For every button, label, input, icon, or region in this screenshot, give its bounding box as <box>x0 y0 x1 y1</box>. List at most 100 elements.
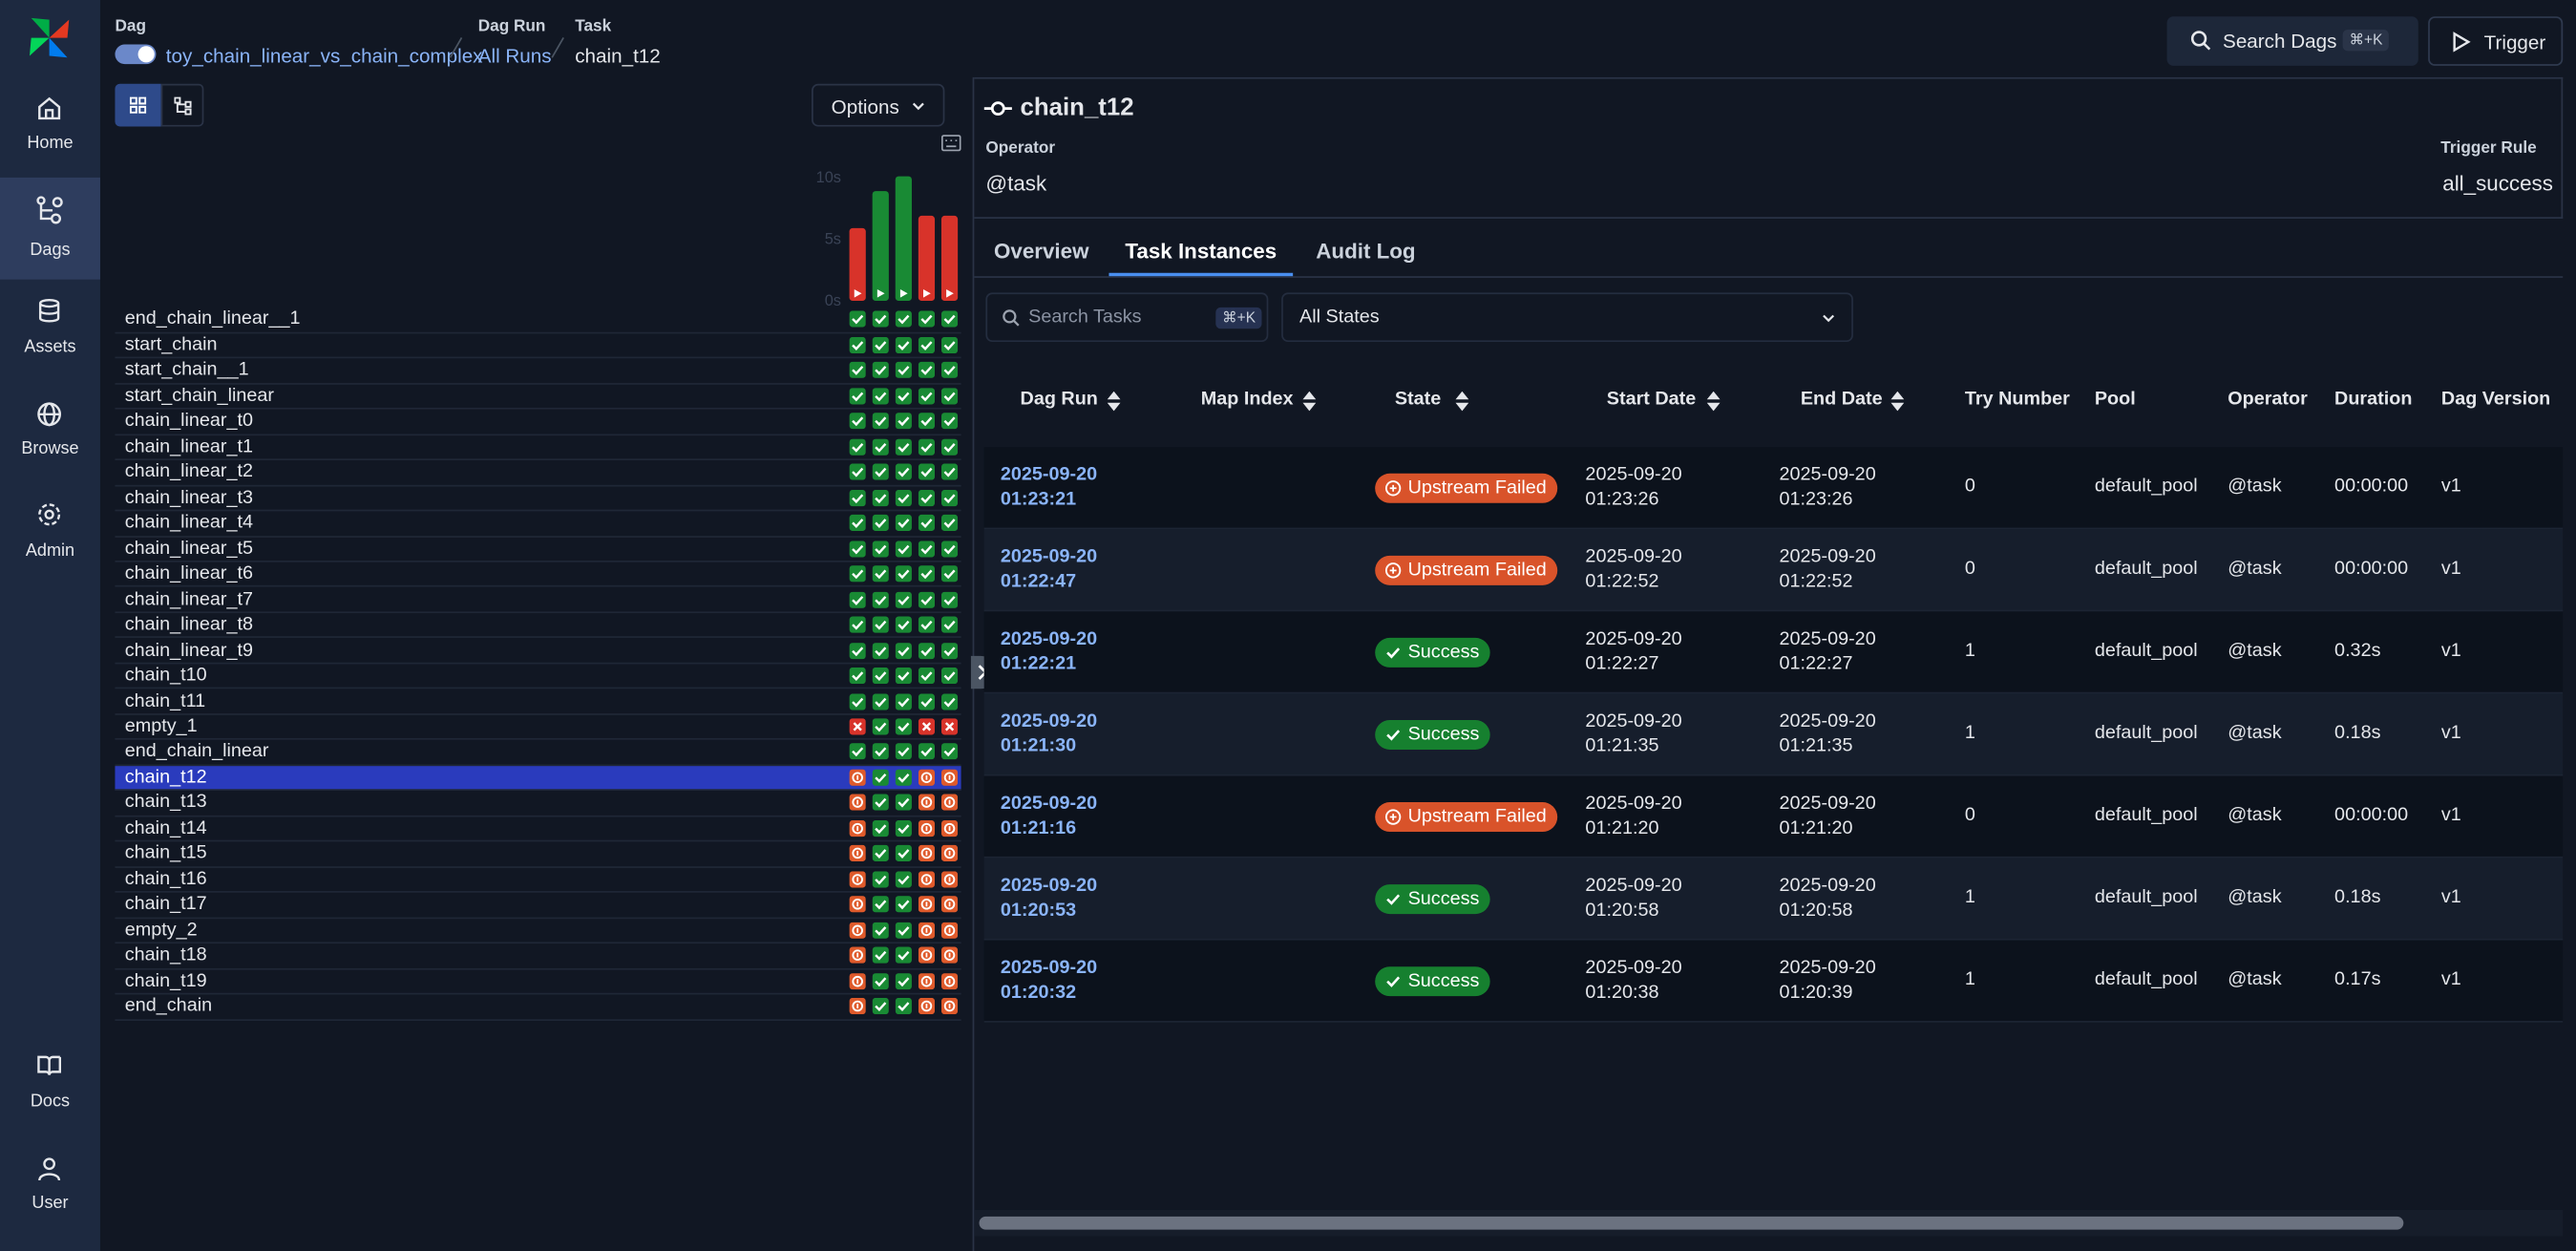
task-instance-cell[interactable] <box>895 438 912 456</box>
task-instance-cell[interactable] <box>895 489 912 506</box>
task-instance-cell[interactable] <box>918 438 936 456</box>
user-icon[interactable] <box>36 1156 63 1182</box>
dags-icon[interactable] <box>34 196 64 225</box>
nav-label[interactable]: Home <box>27 133 74 154</box>
task-instance-cell[interactable] <box>849 413 866 430</box>
task-instance-cell[interactable] <box>940 998 959 1015</box>
task-instance-cell[interactable] <box>918 743 936 761</box>
task-row[interactable]: chain_linear_t5 <box>115 537 961 562</box>
task-instance-cell[interactable] <box>895 463 912 480</box>
sort-icon[interactable] <box>1890 391 1905 412</box>
task-instance-cell[interactable] <box>918 998 936 1015</box>
task-instance-cell[interactable] <box>849 667 866 685</box>
task-instance-cell[interactable] <box>918 769 936 786</box>
task-instance-cell[interactable] <box>918 795 936 812</box>
task-instance-cell[interactable] <box>918 871 936 888</box>
task-instance-cell[interactable] <box>918 922 936 939</box>
task-instance-cell[interactable] <box>872 769 889 786</box>
task-instance-cell[interactable] <box>895 336 912 353</box>
task-row[interactable]: start_chain_linear <box>115 384 961 410</box>
task-instance-cell[interactable] <box>872 972 889 989</box>
task-instance-cell[interactable] <box>872 692 889 710</box>
task-instance-cell[interactable] <box>895 845 912 862</box>
task-instance-cell[interactable] <box>940 667 959 685</box>
task-instance-cell[interactable] <box>918 642 936 659</box>
task-instance-cell[interactable] <box>872 718 889 735</box>
task-instance-cell[interactable] <box>895 769 912 786</box>
task-instance-cell[interactable] <box>918 947 936 965</box>
task-row[interactable]: chain_linear_t4 <box>115 512 961 538</box>
task-instance-cell[interactable] <box>872 998 889 1015</box>
admin-icon[interactable] <box>36 501 63 528</box>
task-instance-cell[interactable] <box>849 310 866 329</box>
task-instance-cell[interactable] <box>940 590 959 608</box>
task-row[interactable]: chain_linear_t3 <box>115 486 961 512</box>
task-instance-cell[interactable] <box>872 642 889 659</box>
task-instance-cell[interactable] <box>895 692 912 710</box>
task-instance-cell[interactable] <box>849 871 866 888</box>
task-instance-cell[interactable] <box>872 947 889 965</box>
task-row[interactable]: end_chain_linear__1 <box>115 307 961 333</box>
task-instance-cell[interactable] <box>918 896 936 913</box>
task-instance-cell[interactable] <box>940 336 959 353</box>
graph-view-button[interactable] <box>160 83 204 127</box>
logo[interactable] <box>25 13 74 63</box>
nav-label[interactable]: Assets <box>24 336 76 357</box>
task-row[interactable]: chain_t18 <box>115 944 961 970</box>
scroll-thumb[interactable] <box>979 1216 2404 1230</box>
task-instance-cell[interactable] <box>918 310 936 329</box>
breadcrumb-link[interactable]: toy_chain_linear_vs_chain_complex <box>165 44 483 68</box>
task-instance-cell[interactable] <box>849 845 866 862</box>
task-instance-cell[interactable] <box>872 413 889 430</box>
task-instance-cell[interactable] <box>872 438 889 456</box>
task-row[interactable]: empty_1 <box>115 715 961 741</box>
task-row[interactable]: start_chain <box>115 333 961 359</box>
table-row[interactable] <box>983 693 2564 776</box>
task-row[interactable]: end_chain <box>115 995 961 1021</box>
nav-label[interactable]: Browse <box>21 438 79 459</box>
task-instance-cell[interactable] <box>849 642 866 659</box>
task-instance-cell[interactable] <box>895 922 912 939</box>
tab[interactable]: Audit Log <box>1316 238 1416 264</box>
task-instance-cell[interactable] <box>940 871 959 888</box>
task-instance-cell[interactable] <box>940 616 959 633</box>
task-instance-cell[interactable] <box>940 947 959 965</box>
task-instance-cell[interactable] <box>918 336 936 353</box>
task-row[interactable]: chain_t17 <box>115 893 961 919</box>
task-instance-cell[interactable] <box>895 947 912 965</box>
task-instance-cell[interactable] <box>849 896 866 913</box>
table-row[interactable] <box>983 940 2564 1023</box>
task-instance-cell[interactable] <box>918 616 936 633</box>
task-instance-cell[interactable] <box>918 819 936 838</box>
task-instance-cell[interactable] <box>918 692 936 710</box>
task-instance-cell[interactable] <box>895 667 912 685</box>
task-instance-cell[interactable] <box>849 489 866 506</box>
task-row[interactable]: start_chain__1 <box>115 359 961 385</box>
dag-run-link[interactable]: 2025-09-20 01:22:21 <box>1000 629 1098 674</box>
task-instance-cell[interactable] <box>849 819 866 838</box>
task-row[interactable]: chain_t14 <box>115 816 961 842</box>
task-instance-cell[interactable] <box>849 616 866 633</box>
task-row[interactable]: chain_linear_t8 <box>115 613 961 639</box>
task-instance-cell[interactable] <box>895 590 912 608</box>
task-instance-cell[interactable] <box>872 387 889 405</box>
options-button[interactable]: Options <box>812 83 945 127</box>
table-row[interactable] <box>983 447 2564 530</box>
task-instance-cell[interactable] <box>918 515 936 532</box>
task-row[interactable]: chain_t10 <box>115 664 961 689</box>
task-instance-cell[interactable] <box>872 590 889 608</box>
task-instance-cell[interactable] <box>940 642 959 659</box>
task-instance-cell[interactable] <box>849 387 866 405</box>
dag-run-link[interactable]: 2025-09-20 01:20:53 <box>1000 876 1098 921</box>
task-instance-cell[interactable] <box>940 845 959 862</box>
assets-icon[interactable] <box>36 298 63 325</box>
task-instance-cell[interactable] <box>849 795 866 812</box>
task-instance-cell[interactable] <box>872 489 889 506</box>
keyboard-icon[interactable] <box>940 135 961 152</box>
task-instance-cell[interactable] <box>940 692 959 710</box>
sort-icon[interactable] <box>1107 391 1121 412</box>
task-instance-cell[interactable] <box>849 947 866 965</box>
task-instance-cell[interactable] <box>872 922 889 939</box>
task-instance-cell[interactable] <box>918 489 936 506</box>
dag-run-link[interactable]: 2025-09-20 01:21:30 <box>1000 711 1098 756</box>
